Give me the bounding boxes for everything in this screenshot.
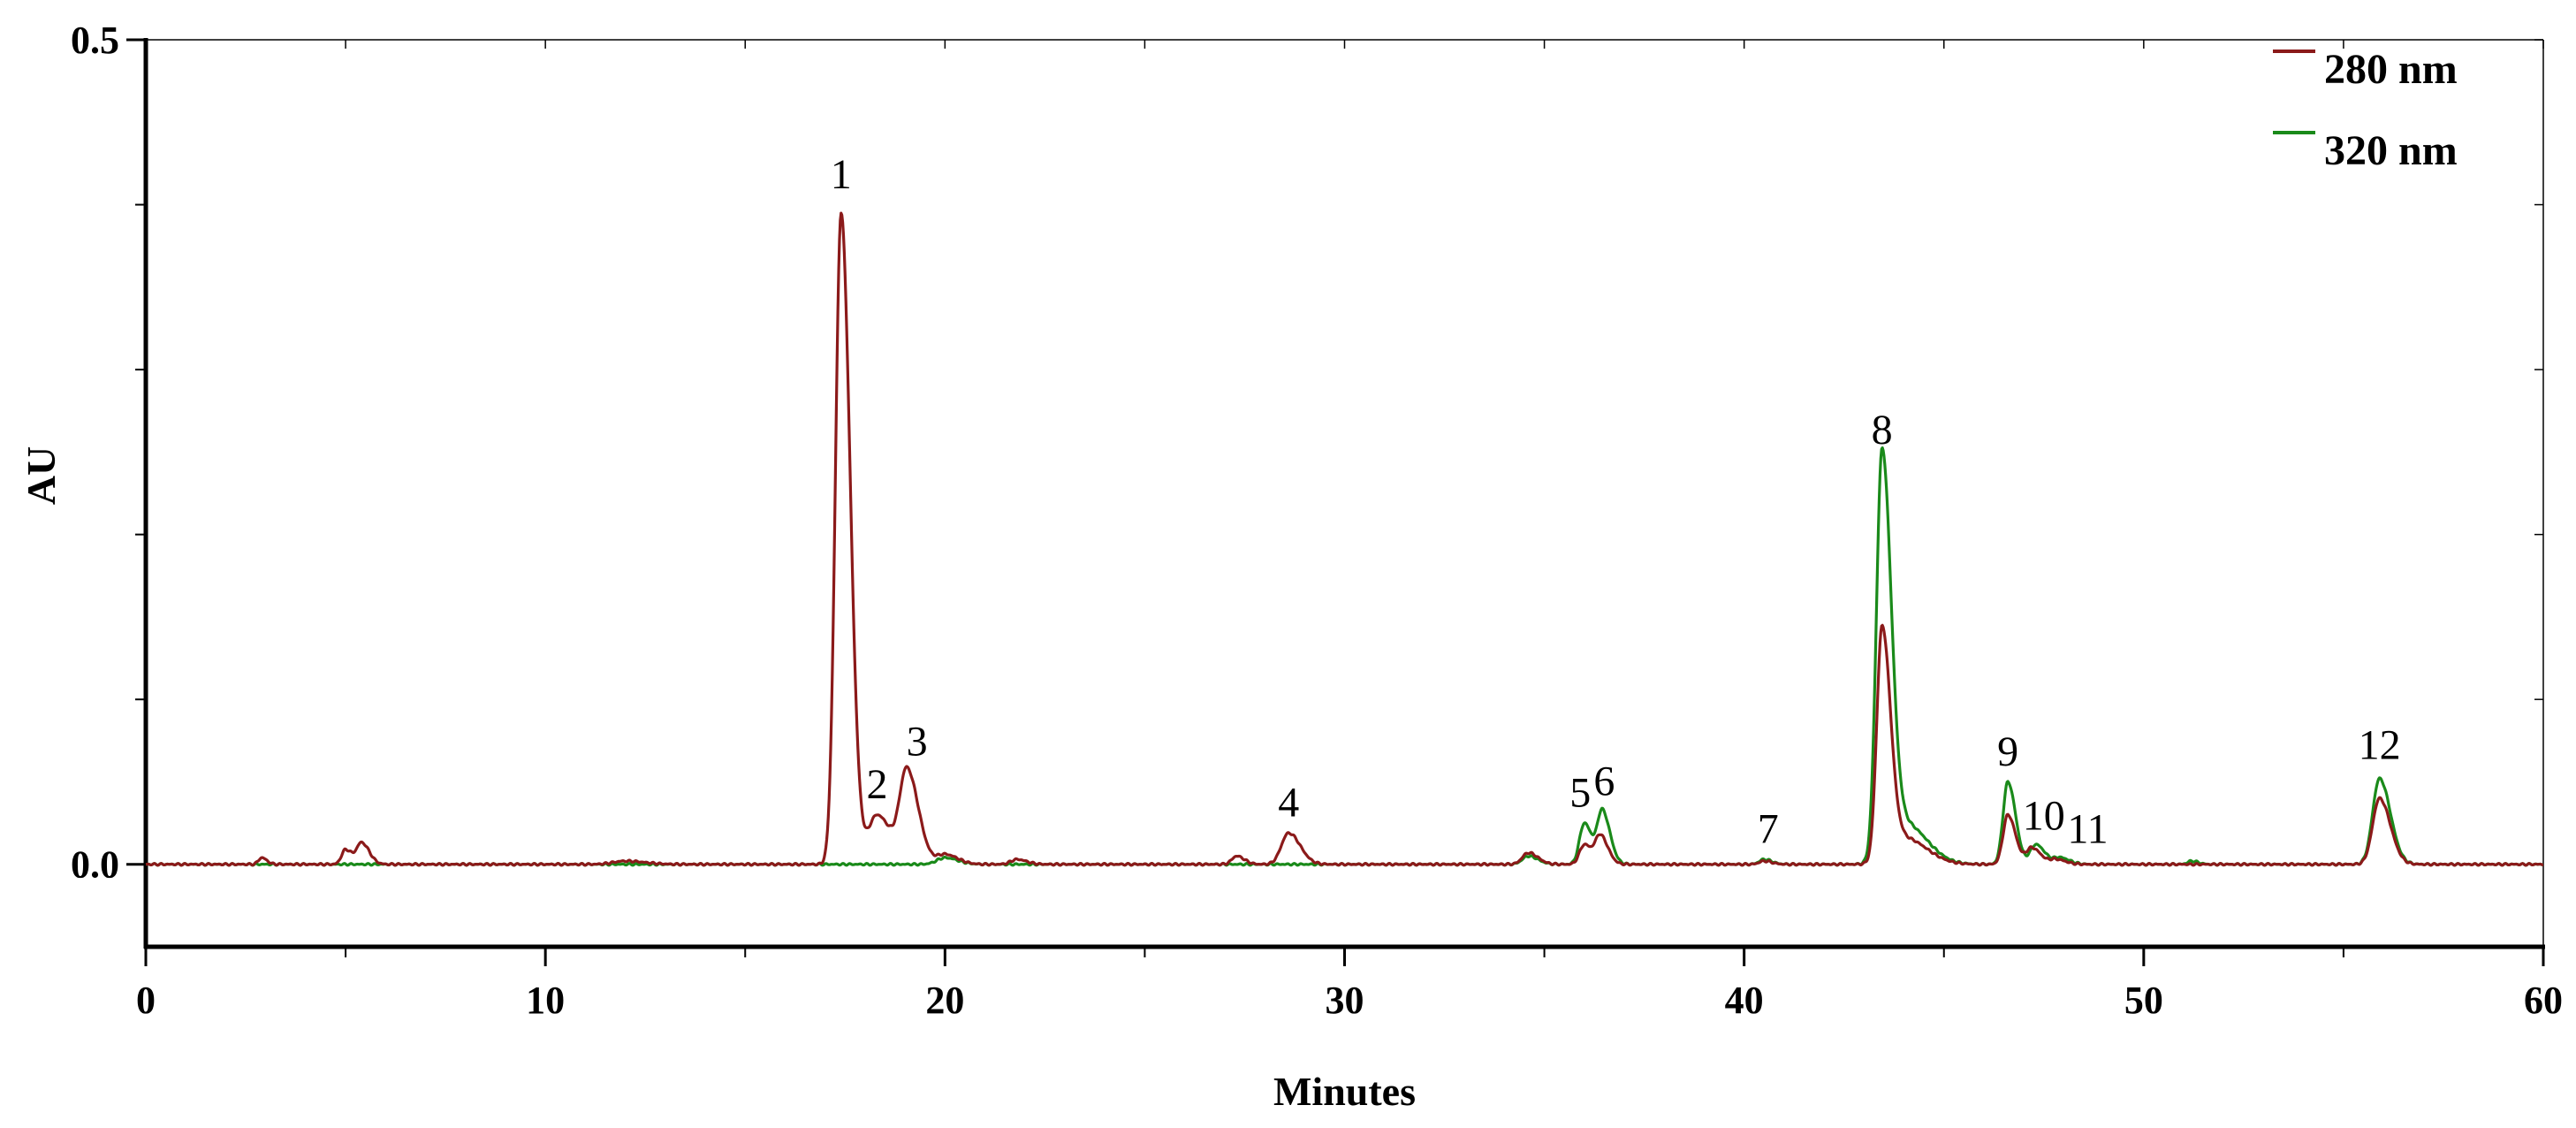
x-tick-label-50: 50 — [2124, 979, 2163, 1022]
ticks-layer: 0 10 20 30 40 50 60 0.0 0.5 — [71, 19, 2563, 1022]
peak-label-8: 8 — [1872, 407, 1893, 453]
x-tick-label-20: 20 — [925, 979, 964, 1022]
x-tick-label-0: 0 — [136, 979, 156, 1022]
peak-label-10: 10 — [2023, 793, 2065, 840]
peak-label-11: 11 — [2067, 805, 2108, 852]
peak-label-3: 3 — [907, 719, 928, 766]
x-tick-label-40: 40 — [1725, 979, 1764, 1022]
legend-label-320nm: 320 nm — [2324, 127, 2458, 174]
x-tick-label-60: 60 — [2524, 979, 2563, 1022]
peak-label-12: 12 — [2359, 721, 2401, 768]
legend-label-280nm: 280 nm — [2324, 46, 2458, 93]
peak-label-4: 4 — [1278, 780, 1299, 827]
peak-label-9: 9 — [1997, 728, 2018, 775]
y-tick-label-0.0: 0.0 — [71, 843, 119, 887]
peak-label-2: 2 — [866, 761, 887, 808]
peak-label-1: 1 — [831, 151, 852, 198]
x-tick-label-30: 30 — [1326, 979, 1364, 1022]
axes-layer — [143, 38, 2545, 949]
x-axis-title: Minutes — [1273, 1069, 1416, 1114]
y-axis-title: AU — [19, 446, 64, 505]
peak-label-5: 5 — [1569, 769, 1591, 816]
peak-label-7: 7 — [1758, 805, 1779, 852]
y-tick-label-0.5: 0.5 — [71, 19, 119, 62]
peak-label-6: 6 — [1593, 758, 1615, 804]
x-tick-label-10: 10 — [526, 979, 565, 1022]
series-line-320nm — [145, 446, 2544, 867]
legend: 280 nm 320 nm — [2273, 46, 2458, 174]
series-layer — [145, 211, 2544, 867]
series-line-280nm — [145, 211, 2544, 867]
